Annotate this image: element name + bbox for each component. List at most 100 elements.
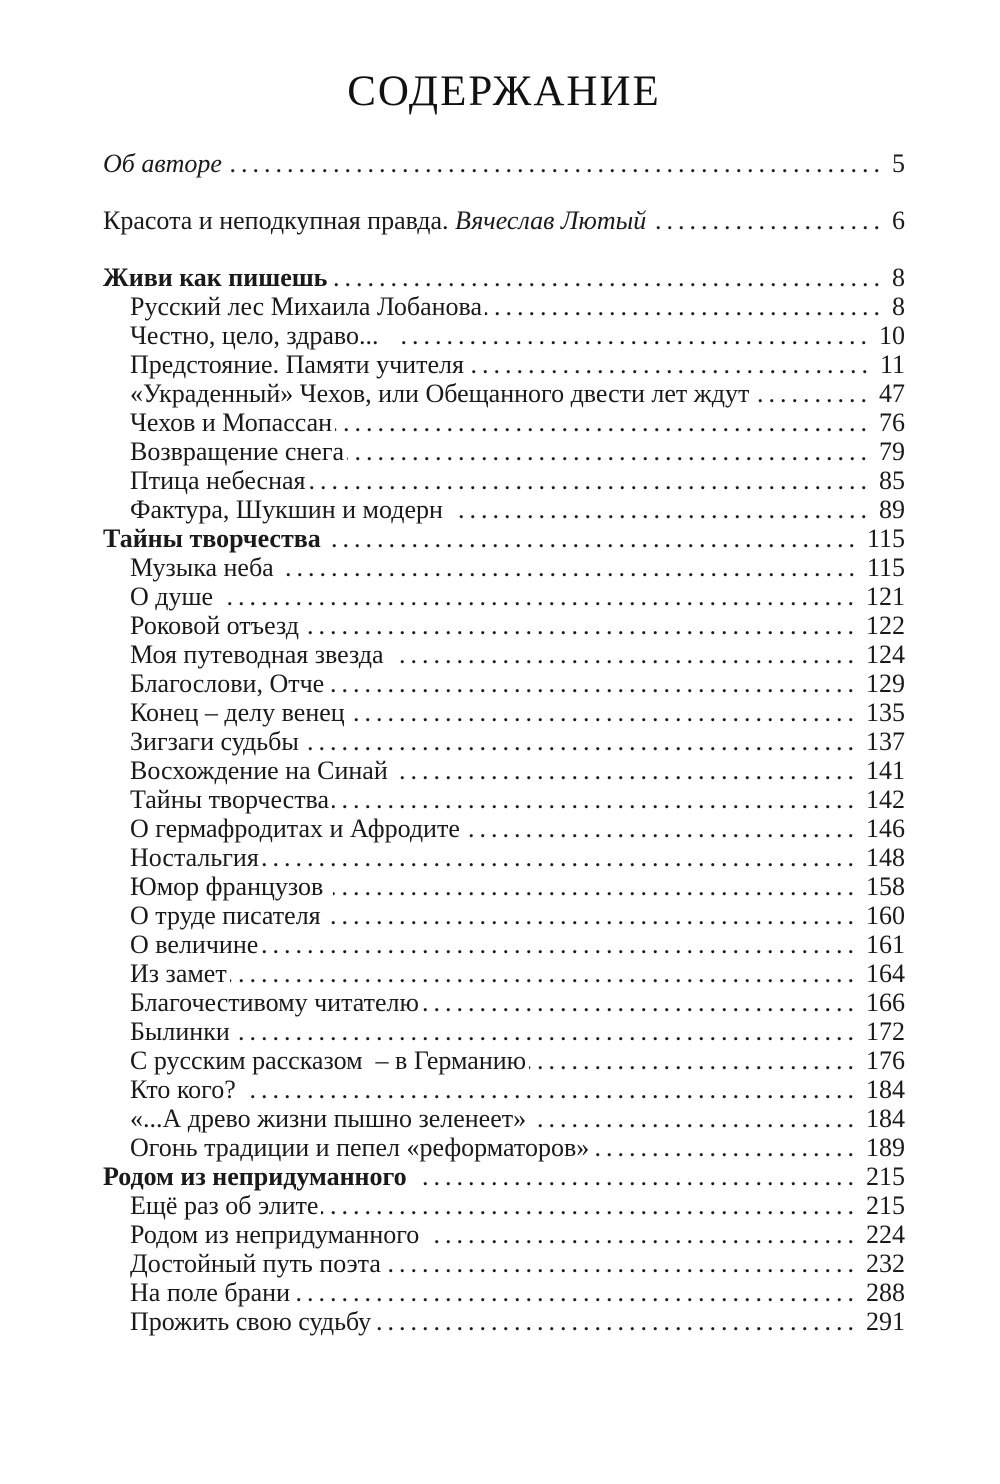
- toc-entry-page: 291: [866, 1307, 905, 1337]
- dot-leader: [223, 582, 859, 611]
- dot-leader: [452, 495, 872, 524]
- toc-entry: Красота и неподкупная правда. Вячеслав Л…: [103, 206, 905, 235]
- toc-entry: О величине 161: [103, 930, 905, 959]
- toc-entry: Русский лес Михаила Лобанова 8: [103, 292, 905, 321]
- toc-entry: Былинки 172: [103, 1017, 905, 1046]
- toc-entry: Тайны творчества 115: [103, 524, 905, 553]
- toc-entry: Честно, цело, здраво... 10: [103, 321, 905, 350]
- toc-entry-title: Зигзаги судьбы: [130, 727, 306, 757]
- toc-entry: Прожить свою судьбу 291: [103, 1307, 905, 1336]
- toc-entry: Зигзаги судьбы 137: [103, 727, 905, 756]
- toc-entry: Моя путеводная звезда 124: [103, 640, 905, 669]
- toc-entry: С русским рассказом – в Германию 176: [103, 1046, 905, 1075]
- toc-entry-title: Чехов и Мопассан: [130, 408, 333, 438]
- toc-entry-page: 142: [866, 785, 905, 815]
- toc-entry: «...А древо жизни пышно зеленеет» 184: [103, 1104, 905, 1133]
- toc-entry: Огонь традиции и пепел «реформаторов» 18…: [103, 1133, 905, 1162]
- toc-entry: Об авторе 5: [103, 149, 905, 178]
- toc-entry: О гермафродитах и Афродите 146: [103, 814, 905, 843]
- dot-leader: [469, 814, 859, 843]
- toc-entry-title: Честно, цело, здраво...: [130, 321, 392, 351]
- toc-entry-title: Тайны творчества: [130, 785, 330, 815]
- toc-entry-page: 148: [866, 843, 905, 873]
- toc-entry-title: О гермафродитах и Афродите: [130, 814, 467, 844]
- dot-leader: [485, 292, 885, 321]
- toc-entry-page: 5: [892, 149, 905, 179]
- toc-entry-page: 85: [879, 466, 905, 496]
- toc-entry-title: Моя путеводная звезда: [130, 640, 391, 670]
- toc-entry: Роковой отъезд 122: [103, 611, 905, 640]
- toc-entry-title: Русский лес Михаила Лобанова: [130, 292, 483, 322]
- toc-entry: «Украденный» Чехов, или Обещанного двест…: [103, 379, 905, 408]
- toc-entry: О труде писателя 160: [103, 901, 905, 930]
- toc-entry-page: 11: [879, 350, 905, 380]
- dot-leader: [302, 611, 859, 640]
- toc-entry-page: 122: [866, 611, 905, 641]
- toc-entry-title: Из замет: [130, 959, 227, 989]
- toc-entry-title: Прожить свою судьбу: [130, 1307, 372, 1337]
- dot-leader: [347, 437, 872, 466]
- toc-entry-page: 115: [866, 553, 905, 583]
- toc-entry: Ещё раз об элите 215: [103, 1191, 905, 1220]
- toc-entry-page: 232: [866, 1249, 905, 1279]
- toc-entry: Ностальгия 148: [103, 843, 905, 872]
- dot-leader: [592, 1133, 859, 1162]
- toc-entry-title: «Украденный» Чехов, или Обещанного двест…: [130, 379, 750, 409]
- toc-entry-page: 288: [866, 1278, 905, 1308]
- dot-leader: [435, 1220, 859, 1249]
- dot-leader: [293, 1278, 859, 1307]
- dot-leader: [416, 1162, 859, 1191]
- toc-entry: Юмор французов 158: [103, 872, 905, 901]
- toc-entry-title: Юмор французов: [130, 872, 330, 902]
- toc-list: Об авторе 5 Красота и неподкупная правда…: [103, 149, 905, 1336]
- toc-entry: Благочестивому читателю 166: [103, 988, 905, 1017]
- dot-leader: [261, 930, 859, 959]
- toc-entry-page: 215: [866, 1162, 905, 1192]
- dot-leader: [309, 466, 873, 495]
- toc-entry-page: 89: [879, 495, 905, 525]
- toc-entry: Птица небесная 85: [103, 466, 905, 495]
- dot-leader: [348, 698, 859, 727]
- toc-entry: Родом из непридуманного 215: [103, 1162, 905, 1191]
- toc-entry-page: 10: [879, 321, 905, 351]
- toc-entry-title: Благочестивому читателю: [130, 988, 419, 1018]
- dot-leader: [324, 901, 859, 930]
- toc-entry: Достойный путь поэта 232: [103, 1249, 905, 1278]
- toc-entry-title: Благослови, Отче: [130, 669, 325, 699]
- toc-entry: Музыка неба 115: [103, 553, 905, 582]
- toc-entry-page: 189: [866, 1133, 905, 1163]
- toc-entry-title: Огонь традиции и пепел «реформаторов»: [130, 1133, 590, 1163]
- dot-leader: [752, 379, 872, 408]
- toc-entry-page: 164: [866, 959, 905, 989]
- dot-leader: [262, 843, 859, 872]
- toc-entry-page: 115: [866, 524, 905, 554]
- dot-leader: [536, 1104, 859, 1133]
- toc-entry: Конец – делу венец 135: [103, 698, 905, 727]
- toc-entry: На поле брани 288: [103, 1278, 905, 1307]
- toc-entry: Кто кого? 184: [103, 1075, 905, 1104]
- toc-entry: Живи как пишешь 8: [103, 263, 905, 292]
- toc-entry-title: Предстояние. Памяти учителя: [130, 350, 464, 380]
- dot-leader: [327, 669, 859, 698]
- toc-entry-page: 176: [866, 1046, 905, 1076]
- toc-entry-page: 166: [866, 988, 905, 1018]
- toc-entry-title: Восхождение на Синай: [130, 756, 395, 786]
- toc-entry-page: 161: [866, 930, 905, 960]
- dot-leader: [245, 1075, 859, 1104]
- dot-leader: [374, 1307, 859, 1336]
- toc-entry-page: 184: [866, 1075, 905, 1105]
- toc-entry: Родом из непридуманного 224: [103, 1220, 905, 1249]
- dot-leader: [239, 1017, 859, 1046]
- dot-leader: [333, 872, 859, 901]
- toc-entry-title: Родом из непридуманного: [130, 1220, 433, 1250]
- dot-leader: [332, 785, 859, 814]
- toc-entry-page: 47: [879, 379, 905, 409]
- toc-entry-page: 76: [879, 408, 905, 438]
- toc-entry-title: Птица небесная: [130, 466, 306, 496]
- toc-entry-title: Ностальгия: [130, 843, 259, 873]
- toc-entry-title: О душе: [130, 582, 220, 612]
- page-title: СОДЕРЖАНИЕ: [347, 68, 661, 115]
- dot-leader: [330, 524, 860, 553]
- toc-entry-title: Живи как пишешь: [103, 263, 328, 293]
